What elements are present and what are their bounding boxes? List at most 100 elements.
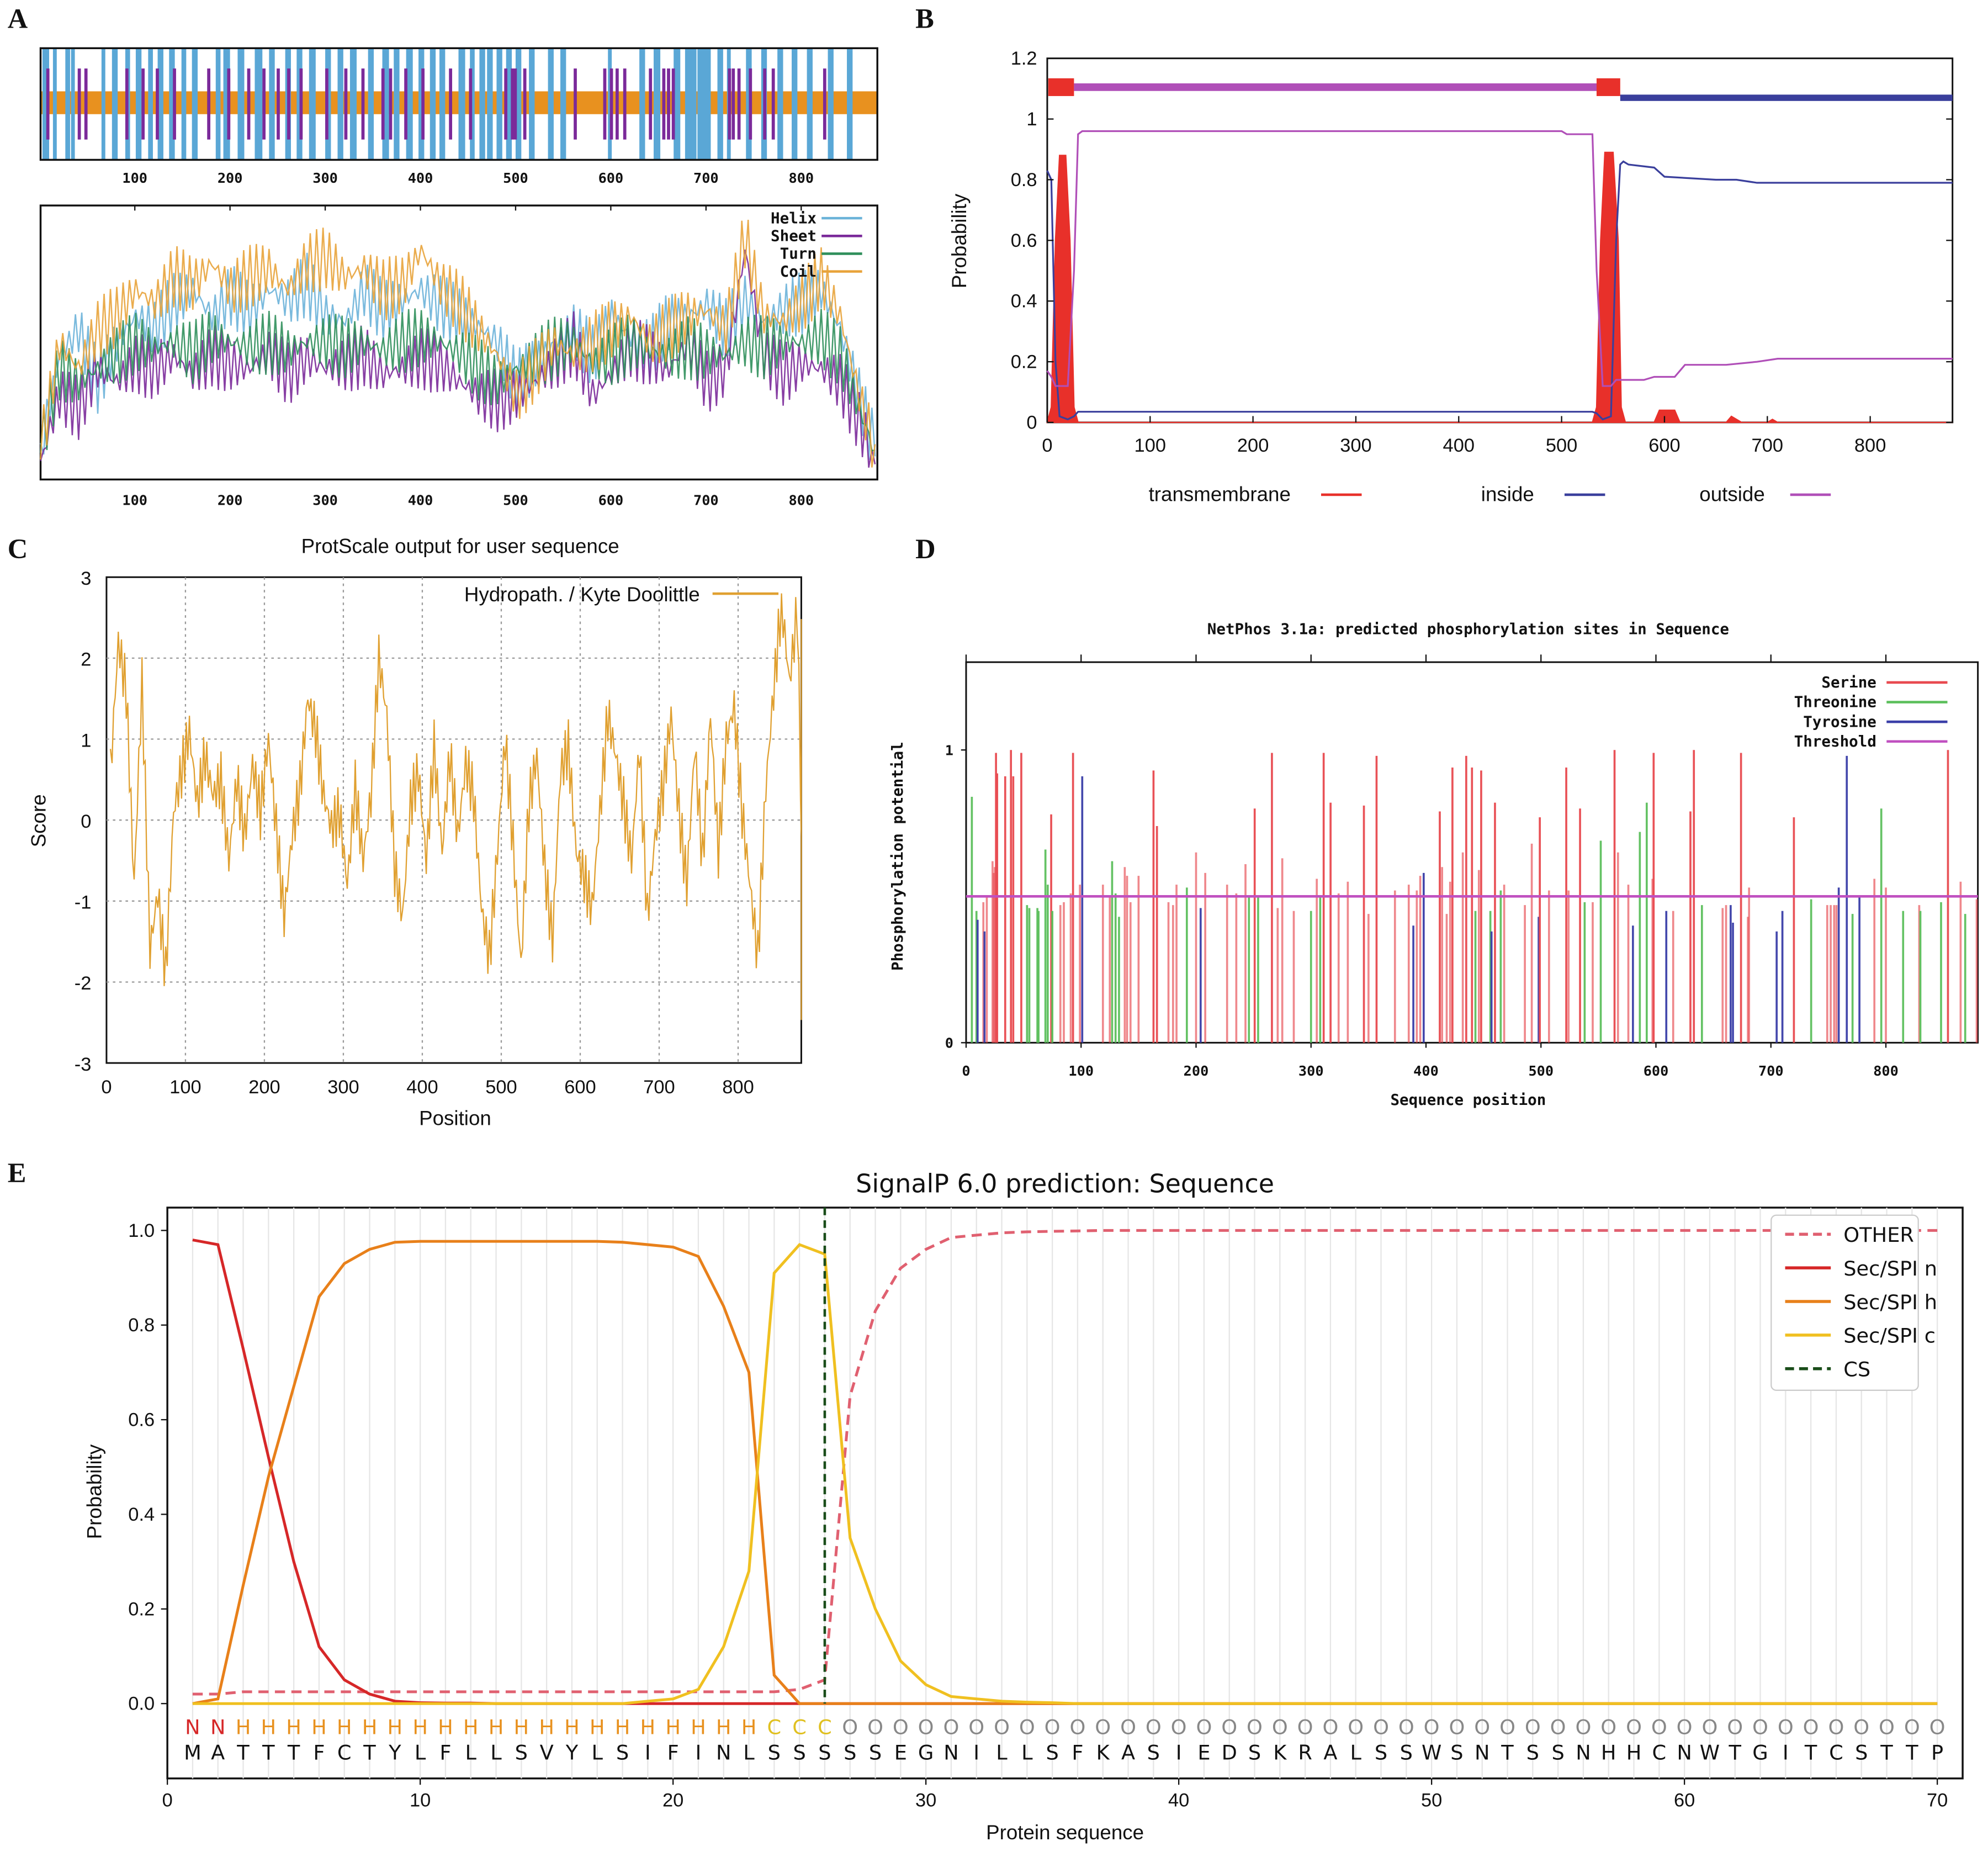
region-label-letter: H bbox=[489, 1715, 504, 1739]
region-label-letter: H bbox=[286, 1715, 301, 1739]
b-ytick-label: 0.6 bbox=[1011, 230, 1037, 251]
sheet-segment bbox=[125, 68, 129, 140]
region-label-letter: H bbox=[590, 1715, 605, 1739]
helix-segment bbox=[847, 48, 853, 160]
helix-segment bbox=[529, 48, 535, 160]
sequence-residue: N bbox=[1475, 1740, 1489, 1764]
d-legend-label: Serine bbox=[1821, 674, 1876, 691]
d-legend-label: Threshold bbox=[1794, 733, 1876, 750]
c-xlabel: Position bbox=[419, 1107, 491, 1130]
sheet-segment bbox=[287, 68, 290, 140]
sequence-residue: I bbox=[973, 1740, 979, 1764]
d-xtick-label: 800 bbox=[1873, 1063, 1899, 1079]
sheet-segment bbox=[247, 68, 251, 140]
helix-segment bbox=[215, 48, 221, 160]
a-top-xtick-label: 200 bbox=[218, 170, 243, 186]
sequence-residue: L bbox=[415, 1740, 426, 1764]
profile-line-turn bbox=[40, 308, 876, 453]
series-inside bbox=[1046, 160, 1953, 421]
region-label-letter: H bbox=[564, 1715, 580, 1739]
e-xtick-label: 50 bbox=[1421, 1790, 1442, 1811]
region-label-letter: C bbox=[818, 1715, 832, 1739]
series-outside bbox=[1046, 130, 1953, 387]
sheet-segment bbox=[603, 68, 607, 140]
region-label-letter: O bbox=[1095, 1715, 1111, 1739]
region-label-letter: O bbox=[1196, 1715, 1212, 1739]
b-ytick-label: 0.2 bbox=[1011, 352, 1037, 373]
helix-segment bbox=[349, 48, 357, 160]
region-label-letter: H bbox=[236, 1715, 251, 1739]
region-label-letter: O bbox=[1879, 1715, 1895, 1739]
d-ytick-label: 0 bbox=[945, 1035, 953, 1051]
region-label-letter: O bbox=[1247, 1715, 1263, 1739]
panel-label-d: D bbox=[915, 533, 935, 564]
sheet-segment bbox=[609, 68, 613, 140]
e-plot-frame bbox=[166, 1207, 1964, 1780]
a-top-xtick-label: 400 bbox=[408, 170, 433, 186]
region-label-letter: H bbox=[438, 1715, 453, 1739]
sequence-residue: T bbox=[262, 1740, 275, 1764]
sequence-residue: S bbox=[869, 1740, 882, 1764]
sequence-residue: R bbox=[1298, 1740, 1312, 1764]
sequence-residue: S bbox=[1400, 1740, 1413, 1764]
panel-d-netphos-plot: NetPhos 3.1a: predicted phosphorylation … bbox=[889, 621, 1979, 1109]
d-xtick-label: 200 bbox=[1184, 1063, 1209, 1079]
sheet-segment bbox=[277, 68, 280, 140]
region-label-letter: O bbox=[1677, 1715, 1693, 1739]
e-legend-label: Sec/SPI c bbox=[1843, 1324, 1936, 1348]
sequence-residue: I bbox=[696, 1740, 702, 1764]
e-legend-box bbox=[1770, 1214, 1919, 1391]
helix-segment bbox=[406, 48, 413, 160]
sheet-segment bbox=[227, 68, 231, 140]
c-xtick-label: 300 bbox=[327, 1077, 359, 1098]
sequence-residue: C bbox=[1829, 1740, 1843, 1764]
region-label-letter: H bbox=[337, 1715, 352, 1739]
region-label-letter: O bbox=[1600, 1715, 1616, 1739]
sequence-residue: S bbox=[1855, 1740, 1868, 1764]
d-xtick-label: 700 bbox=[1758, 1063, 1784, 1079]
sequence-residue: L bbox=[743, 1740, 755, 1764]
b-ytick-label: 1 bbox=[1026, 109, 1037, 130]
structure-track-frame bbox=[39, 47, 878, 161]
sequence-residue: L bbox=[465, 1740, 477, 1764]
helix-segment bbox=[65, 48, 70, 160]
sequence-residue: S bbox=[818, 1740, 831, 1764]
sequence-residue: F bbox=[667, 1740, 679, 1764]
a-legend-label: Turn bbox=[780, 245, 817, 263]
sequence-residue: N bbox=[716, 1740, 731, 1764]
sheet-segment bbox=[771, 68, 775, 140]
sheet-segment bbox=[421, 68, 425, 140]
helix-segment bbox=[181, 48, 187, 160]
region-label-letter: C bbox=[767, 1715, 782, 1739]
helix-segment bbox=[337, 48, 343, 160]
a-bottom-xtick-label: 800 bbox=[788, 492, 814, 508]
helix-segment bbox=[515, 48, 522, 160]
sequence-residue: T bbox=[1501, 1740, 1514, 1764]
sequence-residue: E bbox=[1197, 1740, 1210, 1764]
e-legend-label: Sec/SPI n bbox=[1843, 1257, 1937, 1280]
helix-segment bbox=[112, 48, 118, 160]
c-xtick-label: 700 bbox=[643, 1077, 675, 1098]
helix-segment bbox=[506, 48, 512, 160]
region-label-letter: O bbox=[1626, 1715, 1642, 1739]
e-xtick-label: 10 bbox=[410, 1790, 431, 1811]
helix-segment bbox=[394, 48, 400, 160]
hydropathy-line bbox=[109, 593, 802, 1020]
sheet-segment bbox=[737, 68, 741, 140]
region-label-letter: O bbox=[1525, 1715, 1541, 1739]
helix-segment bbox=[157, 48, 163, 160]
topology-segment-transmembrane bbox=[1048, 78, 1074, 96]
sequence-residue: F bbox=[313, 1740, 325, 1764]
region-label-letter: O bbox=[1727, 1715, 1743, 1739]
sheet-segment bbox=[173, 68, 176, 140]
region-label-letter: O bbox=[1828, 1715, 1844, 1739]
c-xtick-label: 0 bbox=[101, 1077, 112, 1098]
sheet-segment bbox=[763, 68, 767, 140]
e-legend-label: OTHER bbox=[1843, 1223, 1914, 1247]
region-label-letter: O bbox=[1171, 1715, 1187, 1739]
sequence-residue: W bbox=[1700, 1740, 1720, 1764]
profile-line-helix bbox=[40, 252, 876, 460]
b-xtick-label: 200 bbox=[1237, 435, 1269, 456]
sheet-segment bbox=[671, 68, 675, 140]
a-bottom-xtick-label: 700 bbox=[693, 492, 719, 508]
